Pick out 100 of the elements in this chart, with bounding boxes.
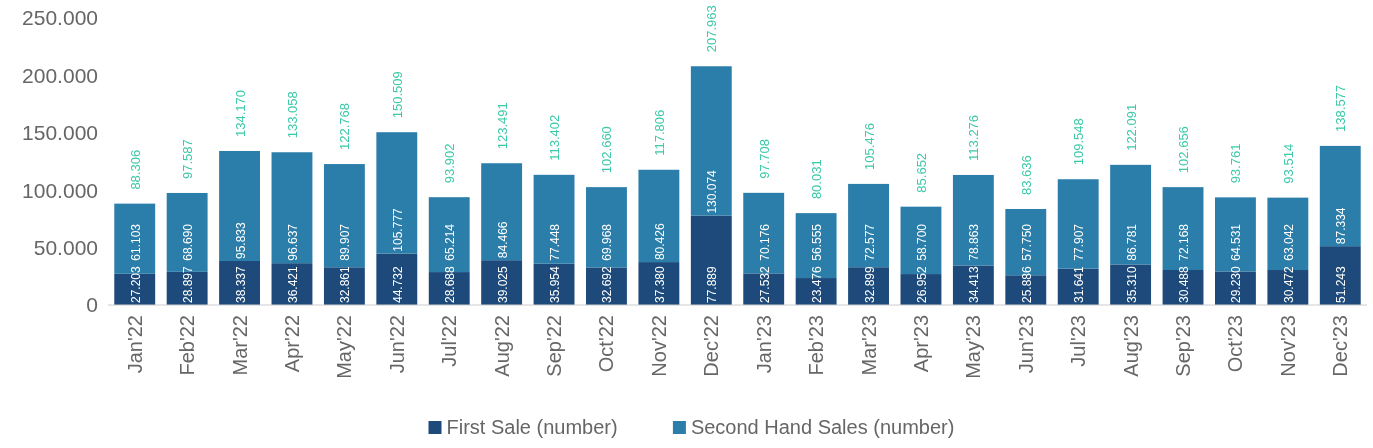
bar bbox=[376, 132, 418, 254]
x-tick-label: Jul'23 bbox=[1067, 315, 1090, 367]
bar bbox=[638, 169, 680, 263]
total-label: 122.768 bbox=[337, 103, 353, 151]
data-label: 89.907 bbox=[338, 223, 353, 261]
data-label: 56.555 bbox=[810, 223, 825, 261]
data-label: 30.472 bbox=[1281, 265, 1296, 303]
data-label: 70.176 bbox=[757, 223, 772, 261]
bar bbox=[323, 164, 365, 268]
x-tick-label: Oct'23 bbox=[1224, 315, 1247, 373]
data-label: 68.690 bbox=[181, 223, 196, 261]
data-label: 78.863 bbox=[967, 223, 982, 261]
y-tick-label: 150.000 bbox=[22, 121, 98, 145]
x-tick-label: Sep'23 bbox=[1172, 315, 1195, 377]
x-tick-label: Aug'23 bbox=[1119, 315, 1142, 377]
data-label: 30.488 bbox=[1177, 265, 1192, 303]
data-label: 35.310 bbox=[1124, 265, 1139, 303]
bar bbox=[690, 66, 732, 216]
data-label: 72.577 bbox=[862, 223, 877, 261]
legend-label: Second Hand Sales (number) bbox=[690, 416, 955, 438]
total-label: 97.708 bbox=[756, 139, 772, 179]
total-label: 113.276 bbox=[966, 114, 982, 161]
x-tick-label: Jun'22 bbox=[385, 315, 408, 374]
total-label: 85.652 bbox=[913, 152, 929, 193]
total-label: 117.806 bbox=[651, 109, 667, 156]
bar bbox=[586, 187, 627, 268]
total-label: 109.548 bbox=[1071, 118, 1087, 166]
data-label: 27.203 bbox=[128, 265, 143, 303]
data-label: 84.466 bbox=[495, 221, 510, 259]
x-tick-label: Mar'23 bbox=[857, 315, 880, 376]
bar bbox=[1319, 246, 1361, 305]
data-label: 86.781 bbox=[1124, 223, 1139, 261]
x-tick-label: Jul'22 bbox=[438, 315, 461, 367]
legend-label: First Sale (number) bbox=[446, 416, 618, 438]
y-tick-label: 0 bbox=[86, 293, 98, 317]
data-label: 26.952 bbox=[914, 265, 929, 303]
data-label: 105.777 bbox=[390, 207, 405, 252]
x-tick-label: Jun'23 bbox=[1014, 315, 1037, 374]
total-label: 134.170 bbox=[232, 89, 248, 137]
y-tick-label: 200.000 bbox=[22, 63, 98, 87]
y-tick-label: 250.000 bbox=[22, 6, 98, 30]
data-label: 27.532 bbox=[757, 265, 772, 303]
x-tick-label: Sep'22 bbox=[543, 315, 566, 377]
data-label: 39.025 bbox=[495, 265, 510, 303]
bar bbox=[271, 152, 313, 264]
total-label: 93.514 bbox=[1280, 143, 1296, 184]
x-tick-label: Nov'22 bbox=[647, 315, 670, 377]
total-label: 138.577 bbox=[1333, 84, 1349, 132]
total-label: 97.587 bbox=[180, 139, 196, 179]
data-label: 80.426 bbox=[652, 223, 667, 261]
data-label: 77.907 bbox=[1072, 223, 1087, 261]
data-label: 32.861 bbox=[338, 265, 353, 303]
bar bbox=[481, 163, 523, 261]
x-tick-label: Dec'22 bbox=[700, 315, 723, 377]
total-label: 133.058 bbox=[284, 91, 300, 139]
data-label: 44.732 bbox=[390, 265, 405, 303]
data-label: 65.214 bbox=[443, 223, 458, 261]
data-label: 28.688 bbox=[443, 265, 458, 303]
x-tick-label: Apr'22 bbox=[280, 315, 303, 373]
total-label: 80.031 bbox=[809, 159, 825, 200]
data-label: 87.334 bbox=[1334, 207, 1349, 245]
data-label: 29.230 bbox=[1229, 265, 1244, 303]
total-label: 88.306 bbox=[127, 149, 143, 190]
data-label: 36.421 bbox=[285, 265, 300, 303]
data-label: 32.692 bbox=[600, 265, 615, 303]
y-tick-label: 50.000 bbox=[33, 235, 98, 259]
total-label: 150.509 bbox=[389, 71, 405, 119]
total-label: 105.476 bbox=[861, 122, 877, 170]
x-tick-label: Mar'22 bbox=[228, 315, 251, 376]
data-label: 37.380 bbox=[652, 265, 667, 303]
bar bbox=[219, 150, 260, 261]
x-tick-label: Feb'22 bbox=[176, 315, 199, 376]
x-tick-label: Nov'23 bbox=[1276, 315, 1299, 377]
y-tick-label: 100.000 bbox=[22, 178, 98, 202]
total-label: 207.963 bbox=[704, 5, 720, 53]
total-label: 102.656 bbox=[1176, 126, 1192, 174]
data-label: 69.968 bbox=[600, 223, 615, 261]
x-tick-label: Oct'22 bbox=[595, 315, 618, 373]
data-label: 28.897 bbox=[181, 265, 196, 303]
x-tick-label: Dec'23 bbox=[1329, 315, 1352, 377]
total-label: 93.761 bbox=[1228, 143, 1244, 184]
data-label: 96.637 bbox=[285, 223, 300, 261]
bar bbox=[376, 253, 418, 305]
data-label: 64.531 bbox=[1229, 223, 1244, 261]
data-label: 130.074 bbox=[705, 169, 720, 214]
data-label: 38.337 bbox=[233, 265, 248, 303]
bar bbox=[1319, 145, 1361, 247]
data-label: 51.243 bbox=[1334, 265, 1349, 303]
bar bbox=[952, 174, 994, 266]
data-label: 77.889 bbox=[705, 265, 720, 303]
bar bbox=[1057, 179, 1099, 269]
data-label: 63.042 bbox=[1281, 223, 1296, 261]
total-label: 113.402 bbox=[547, 114, 563, 161]
total-label: 123.491 bbox=[494, 102, 510, 150]
data-label: 57.750 bbox=[1019, 223, 1034, 261]
total-label: 122.091 bbox=[1123, 103, 1139, 151]
data-label: 25.886 bbox=[1019, 265, 1034, 303]
data-label: 32.899 bbox=[862, 265, 877, 303]
data-label: 31.641 bbox=[1072, 265, 1087, 303]
bar bbox=[1110, 164, 1152, 265]
